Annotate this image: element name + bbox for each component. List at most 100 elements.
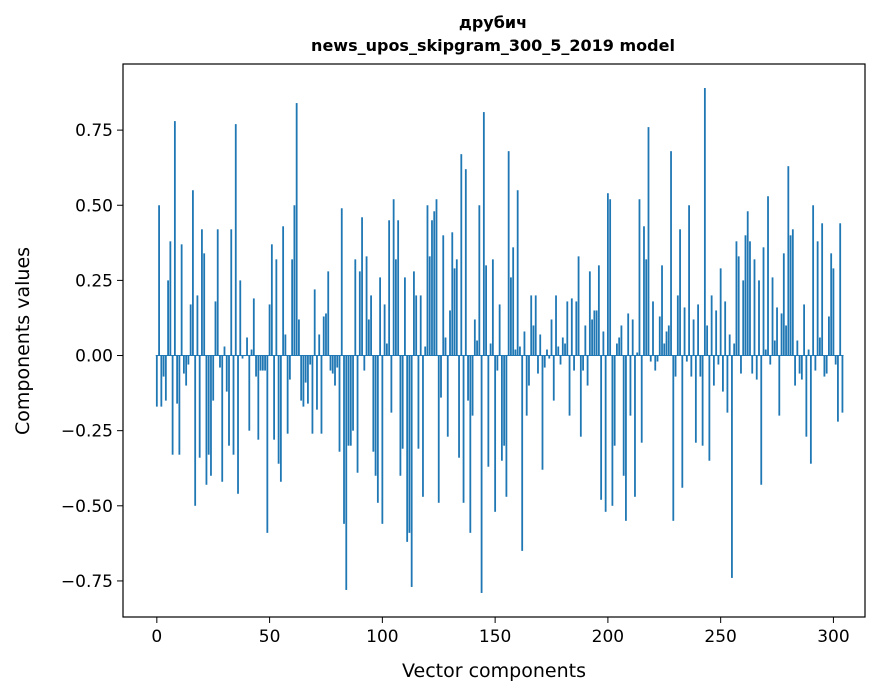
bar bbox=[288, 355, 291, 380]
bar bbox=[444, 337, 447, 356]
bar bbox=[573, 355, 575, 371]
bar bbox=[541, 355, 544, 470]
bar bbox=[746, 211, 749, 356]
bar bbox=[543, 355, 546, 368]
bar bbox=[311, 355, 314, 434]
bar bbox=[800, 355, 803, 380]
bar bbox=[160, 355, 163, 407]
bar bbox=[629, 355, 632, 416]
bar bbox=[780, 313, 783, 356]
bar bbox=[210, 355, 212, 476]
bar bbox=[476, 340, 478, 356]
chart-title: друбич bbox=[459, 13, 527, 32]
bar bbox=[309, 355, 312, 365]
bar bbox=[374, 355, 377, 476]
bar bbox=[688, 205, 690, 356]
bar bbox=[408, 355, 411, 533]
bar bbox=[385, 343, 388, 356]
bar bbox=[322, 316, 325, 356]
bar bbox=[489, 343, 492, 356]
bar bbox=[487, 355, 490, 467]
bar bbox=[275, 259, 278, 356]
bar bbox=[327, 271, 330, 356]
bar bbox=[555, 295, 557, 356]
bar bbox=[189, 304, 192, 356]
bar bbox=[753, 259, 756, 356]
bar bbox=[164, 355, 167, 401]
bar bbox=[261, 355, 264, 371]
bar bbox=[277, 355, 280, 464]
bar bbox=[818, 337, 821, 356]
bar bbox=[665, 331, 668, 356]
bar bbox=[638, 199, 641, 356]
bar bbox=[663, 343, 666, 356]
bar bbox=[758, 280, 760, 356]
bar bbox=[259, 355, 262, 371]
y-tick-label: −0.25 bbox=[61, 422, 113, 442]
x-axis-label: Vector components bbox=[402, 660, 586, 682]
bar bbox=[609, 199, 612, 356]
bar bbox=[347, 355, 350, 446]
bar bbox=[270, 244, 273, 356]
bar bbox=[185, 355, 188, 386]
bar bbox=[300, 355, 303, 401]
bar bbox=[760, 355, 763, 485]
bar bbox=[329, 355, 332, 371]
bar bbox=[625, 355, 627, 521]
bar bbox=[381, 355, 384, 524]
bar bbox=[597, 265, 600, 356]
bar bbox=[424, 346, 427, 356]
bar bbox=[717, 355, 720, 365]
y-tick-label: 0.25 bbox=[75, 271, 113, 291]
bar bbox=[564, 343, 566, 356]
bar bbox=[397, 220, 400, 356]
bar bbox=[776, 307, 778, 356]
bar bbox=[284, 334, 287, 356]
bar bbox=[340, 208, 343, 356]
bar bbox=[178, 355, 181, 455]
bar bbox=[406, 355, 409, 542]
bar bbox=[701, 355, 704, 446]
bar bbox=[618, 337, 621, 356]
bar bbox=[316, 355, 318, 410]
bar bbox=[293, 205, 296, 356]
bar bbox=[469, 355, 472, 533]
bar bbox=[830, 253, 833, 356]
bar bbox=[433, 211, 436, 356]
bar bbox=[796, 340, 799, 356]
bar bbox=[737, 256, 740, 356]
bar bbox=[198, 355, 201, 458]
bar bbox=[787, 166, 790, 356]
bar bbox=[365, 256, 368, 356]
bar bbox=[203, 253, 206, 356]
bar bbox=[606, 193, 609, 356]
bar bbox=[568, 355, 571, 416]
x-tick-label: 50 bbox=[259, 627, 281, 647]
bar bbox=[805, 355, 808, 437]
bar bbox=[356, 355, 359, 473]
bar bbox=[546, 349, 548, 356]
bar bbox=[415, 295, 418, 356]
bar bbox=[480, 355, 483, 593]
bar bbox=[703, 88, 706, 356]
bar bbox=[491, 259, 494, 356]
bar bbox=[550, 319, 553, 356]
bar bbox=[755, 355, 758, 380]
bar bbox=[816, 241, 819, 356]
bar bbox=[670, 151, 672, 356]
bar bbox=[250, 349, 253, 356]
bar bbox=[516, 190, 519, 356]
bar bbox=[532, 325, 535, 356]
bar bbox=[225, 355, 228, 392]
bar bbox=[282, 226, 285, 356]
y-tick-label: 0.75 bbox=[75, 121, 113, 141]
plot-frame bbox=[122, 63, 866, 618]
bar bbox=[169, 241, 172, 356]
bar bbox=[667, 325, 670, 356]
bar bbox=[692, 319, 695, 356]
bar bbox=[334, 355, 336, 386]
bar bbox=[431, 220, 433, 356]
bar bbox=[376, 355, 379, 503]
bar bbox=[839, 223, 842, 356]
bar bbox=[523, 331, 526, 356]
